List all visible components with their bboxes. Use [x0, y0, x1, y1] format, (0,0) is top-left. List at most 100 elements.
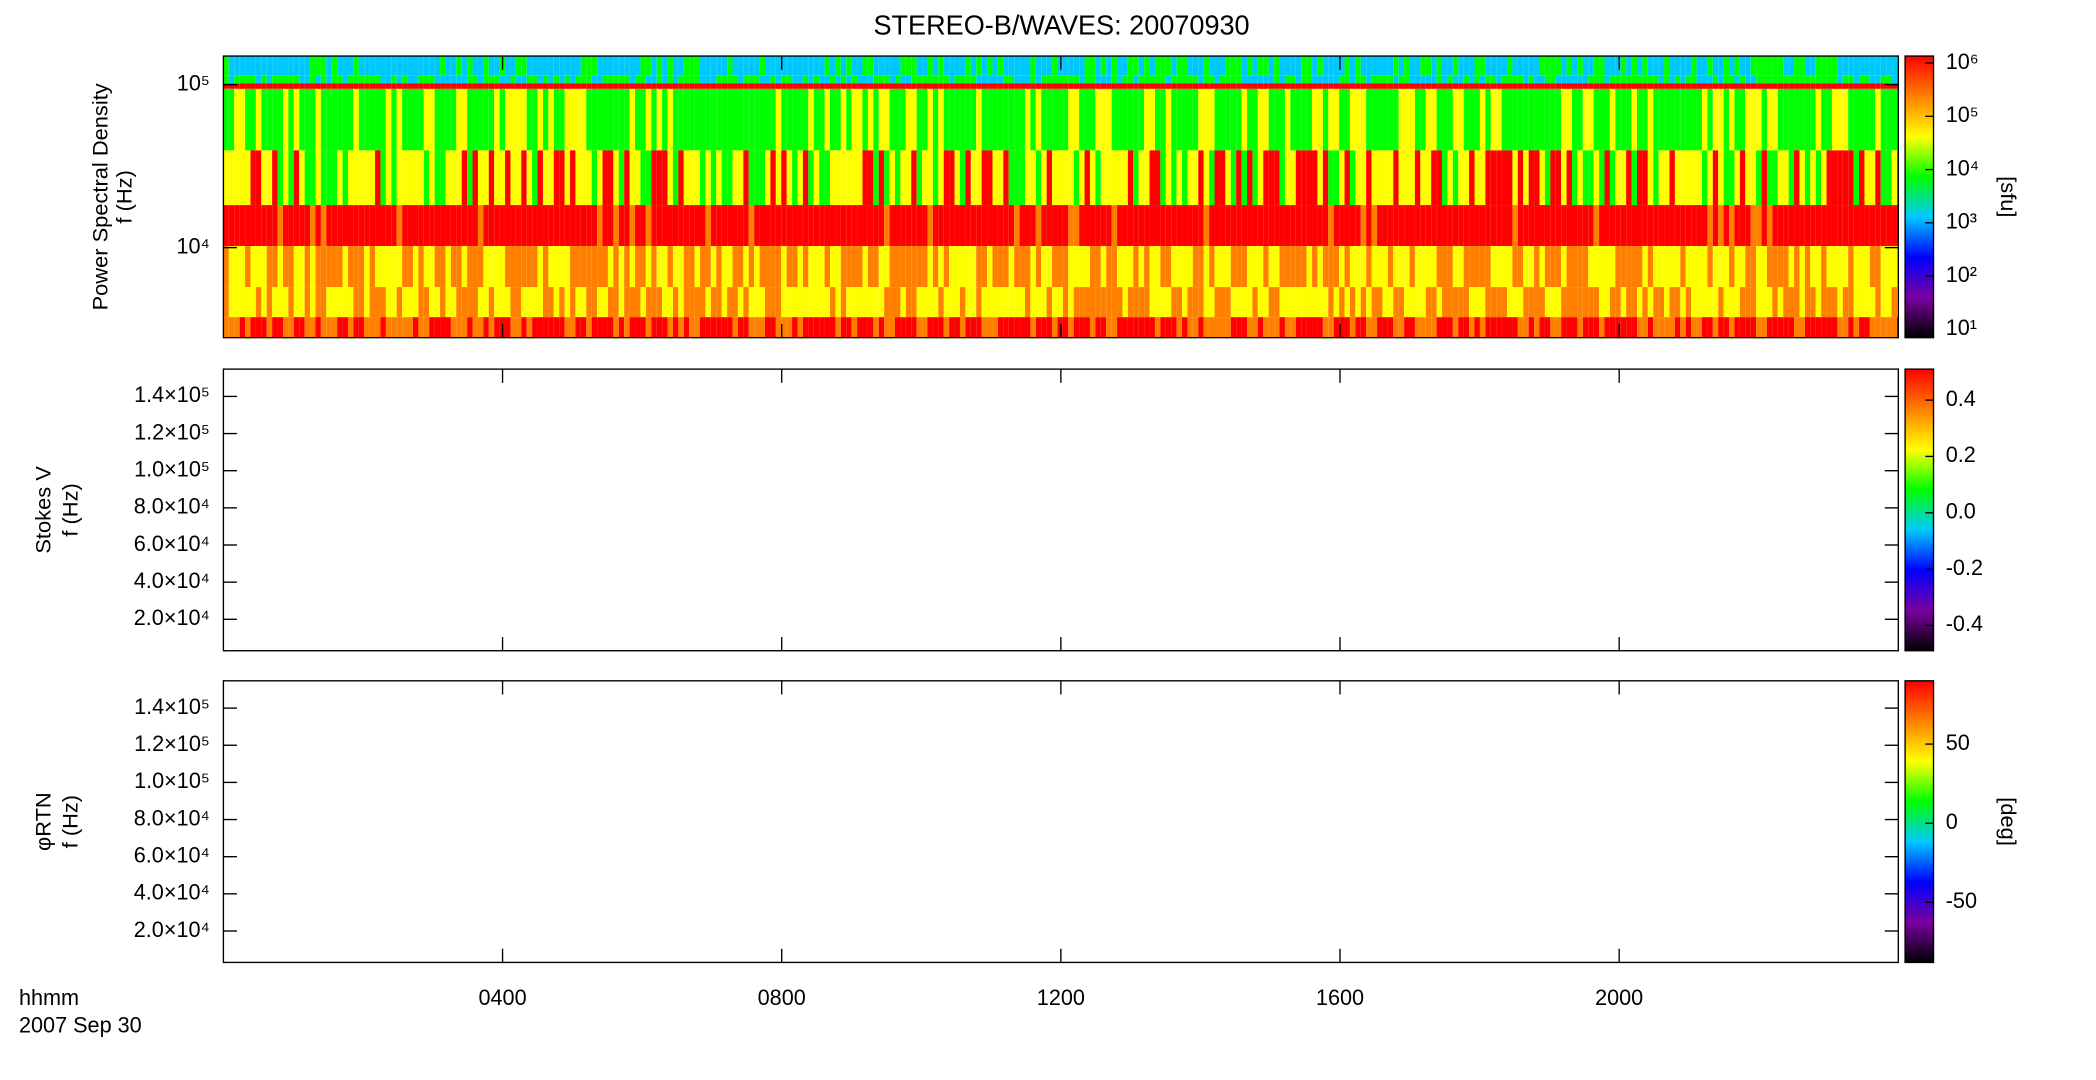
- spectrogram-cell: [597, 287, 603, 318]
- spectrogram-cell: [1209, 88, 1215, 151]
- spectrogram-cell: [1268, 150, 1275, 206]
- spectrogram-cell: [1349, 317, 1356, 338]
- spectrogram-cell: [575, 75, 581, 84]
- spectrogram-cell: [1355, 56, 1361, 76]
- spectrogram-cell: [1864, 88, 1870, 151]
- spectrogram-cell: [1138, 246, 1145, 288]
- spectrogram-cell: [1008, 317, 1015, 338]
- spectrogram-cell: [721, 205, 728, 247]
- spectrogram-cell: [380, 75, 386, 84]
- spectrogram-cell: [245, 205, 251, 247]
- spectrogram-cell: [786, 150, 793, 206]
- spectrogram-cell: [808, 75, 814, 84]
- spectrogram-cell: [1588, 246, 1594, 288]
- spectrogram-cell: [1707, 56, 1713, 76]
- spectrogram-cell: [1165, 317, 1172, 338]
- spectrogram-cell: [1523, 150, 1529, 206]
- spectrogram-cell: [629, 317, 636, 338]
- spectrogram-cell: [580, 88, 587, 151]
- spectrogram-cell: [1035, 56, 1042, 76]
- spectrogram-cell: [369, 75, 376, 84]
- spectrogram-cell: [846, 246, 852, 288]
- spectrogram-cell: [304, 205, 311, 247]
- spectrogram-cell: [1869, 317, 1876, 338]
- spectrogram-cell: [1393, 88, 1399, 151]
- spectrogram-cell: [808, 246, 814, 288]
- spectrogram-cell: [1718, 246, 1724, 288]
- spectrogram-cell: [1718, 56, 1724, 76]
- spectrogram-cell: [1452, 56, 1459, 76]
- colorbar-tick-label: 10⁵: [1946, 102, 1979, 127]
- spectrogram-cell: [548, 246, 554, 288]
- spectrogram-cell: [1241, 287, 1248, 318]
- spectrogram-cell: [472, 56, 478, 76]
- spectrogram-cell: [1431, 56, 1437, 76]
- spectrogram-cell: [1052, 246, 1058, 288]
- spectrogram-cell: [705, 287, 711, 318]
- spectrogram-cell: [1469, 317, 1475, 338]
- spectrogram-cell: [1436, 88, 1443, 151]
- spectrogram-cell: [797, 56, 803, 76]
- spectrogram-cell: [1804, 88, 1811, 151]
- spectrogram-cell: [282, 88, 289, 151]
- spectrogram-cell: [532, 317, 538, 338]
- spectrogram-cell: [1458, 317, 1464, 338]
- spectrogram-cell: [1068, 205, 1074, 247]
- spectrogram-cell: [364, 246, 370, 288]
- spectrogram-cell: [1788, 246, 1795, 288]
- spectrogram-cell: [272, 75, 278, 84]
- spectrogram-cell: [997, 205, 1004, 247]
- spectrogram-cell: [1431, 287, 1437, 318]
- y-tick-label: 6.0×10⁴: [134, 842, 210, 867]
- spectrogram-cell: [846, 205, 852, 247]
- spectrogram-cell: [1019, 88, 1025, 151]
- spectrogram-cell: [808, 205, 814, 247]
- spectrogram-cell: [1377, 317, 1383, 338]
- spectrogram-cell: [1810, 83, 1816, 89]
- spectrogram-cell: [1534, 205, 1540, 247]
- spectrogram-cell: [1203, 317, 1210, 338]
- spectrogram-cell: [1209, 317, 1215, 338]
- spectrogram-cell: [1469, 83, 1475, 89]
- spectrogram-cell: [1073, 246, 1080, 288]
- spectrogram-cell: [1512, 88, 1518, 151]
- spectrogram-cell: [786, 287, 793, 318]
- spectrogram-cell: [559, 205, 565, 247]
- spectrogram-cell: [1555, 317, 1562, 338]
- spectrogram-cell: [1420, 287, 1426, 318]
- spectrogram-cell: [1160, 317, 1166, 338]
- spectrogram-cell: [1214, 150, 1220, 206]
- spectrogram-cell: [326, 75, 332, 84]
- spectrogram-cell: [1631, 317, 1637, 338]
- spectrogram-cell: [380, 88, 386, 151]
- spectrogram-cell: [624, 150, 630, 206]
- spectrogram-cell: [1008, 88, 1015, 151]
- spectrogram-cell: [586, 317, 592, 338]
- spectrogram-cell: [1295, 150, 1302, 206]
- spectrogram-cell: [477, 56, 484, 76]
- spectrogram-cell: [337, 88, 343, 151]
- spectrogram-cell: [830, 246, 836, 288]
- spectrogram-cell: [1149, 88, 1155, 151]
- spectrogram-cell: [1274, 83, 1280, 89]
- spectrogram-cell: [445, 150, 451, 206]
- spectrogram-cell: [1182, 150, 1188, 206]
- spectrogram-cell: [1328, 246, 1334, 288]
- spectrogram-cell: [602, 287, 608, 318]
- spectrogram-cell: [1241, 75, 1248, 84]
- spectrogram-cell: [1257, 75, 1264, 84]
- spectrogram-cell: [1366, 205, 1372, 247]
- spectrogram-cell: [347, 150, 354, 206]
- spectrogram-cell: [765, 88, 771, 151]
- spectrogram-cell: [1685, 287, 1692, 318]
- spectrogram-cell: [1869, 75, 1876, 84]
- spectrogram-cell: [288, 88, 294, 151]
- spectrogram-cell: [1301, 246, 1307, 288]
- spectrogram-cell: [1804, 287, 1811, 318]
- spectrogram-cell: [1572, 287, 1578, 318]
- spectrogram-cell: [965, 150, 971, 206]
- spectrogram-cell: [1707, 287, 1713, 318]
- spectrogram-cell: [515, 205, 522, 247]
- spectrogram-cell: [1447, 88, 1453, 151]
- spectrogram-cell: [1669, 88, 1675, 151]
